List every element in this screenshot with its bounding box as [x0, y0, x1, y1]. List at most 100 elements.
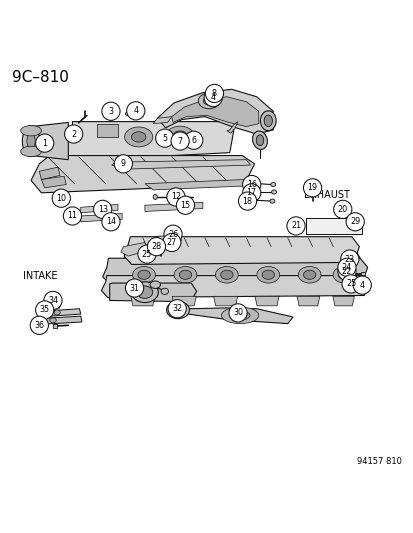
Circle shape: [337, 262, 355, 280]
Ellipse shape: [270, 182, 275, 187]
Text: 27: 27: [166, 238, 176, 247]
Text: 9C–810: 9C–810: [12, 70, 69, 85]
Circle shape: [204, 88, 222, 107]
Ellipse shape: [263, 115, 272, 126]
Ellipse shape: [172, 305, 183, 314]
Ellipse shape: [21, 146, 41, 157]
Polygon shape: [157, 90, 273, 134]
Text: 5: 5: [162, 134, 167, 143]
Text: 36: 36: [34, 321, 44, 330]
Polygon shape: [332, 296, 354, 306]
Ellipse shape: [303, 270, 315, 279]
Circle shape: [228, 304, 247, 322]
Circle shape: [102, 213, 120, 231]
Text: 8: 8: [211, 89, 216, 98]
Ellipse shape: [271, 190, 276, 194]
Ellipse shape: [131, 282, 158, 303]
Polygon shape: [157, 235, 181, 242]
Text: 17: 17: [246, 188, 256, 197]
Ellipse shape: [269, 199, 274, 203]
Text: 31: 31: [129, 284, 139, 293]
Ellipse shape: [137, 286, 152, 298]
Circle shape: [242, 184, 260, 202]
Text: 7: 7: [177, 136, 182, 146]
Polygon shape: [31, 123, 68, 160]
Polygon shape: [112, 160, 250, 169]
Text: 12: 12: [171, 192, 180, 201]
Circle shape: [341, 275, 359, 293]
Ellipse shape: [220, 270, 233, 279]
Text: 25: 25: [142, 249, 152, 259]
Circle shape: [102, 102, 120, 120]
Polygon shape: [213, 296, 237, 306]
Ellipse shape: [297, 266, 320, 283]
Text: 4: 4: [210, 93, 215, 102]
Text: 4: 4: [133, 107, 138, 115]
Text: 18: 18: [242, 197, 252, 206]
Text: 23: 23: [344, 255, 354, 263]
Ellipse shape: [230, 311, 249, 320]
Text: 1: 1: [42, 139, 47, 148]
Ellipse shape: [128, 111, 134, 116]
Ellipse shape: [256, 266, 279, 283]
Ellipse shape: [252, 131, 267, 149]
Polygon shape: [122, 250, 359, 273]
Polygon shape: [308, 191, 316, 193]
Polygon shape: [306, 217, 361, 234]
Circle shape: [63, 207, 81, 225]
Circle shape: [30, 316, 48, 334]
Polygon shape: [81, 214, 122, 222]
Circle shape: [340, 250, 358, 268]
Polygon shape: [172, 296, 196, 306]
Ellipse shape: [332, 266, 355, 283]
Circle shape: [155, 129, 173, 147]
Text: 94157 810: 94157 810: [356, 457, 401, 466]
Text: 26: 26: [168, 230, 178, 239]
Polygon shape: [171, 97, 258, 126]
Text: EXHAUST: EXHAUST: [304, 190, 349, 200]
Polygon shape: [152, 241, 178, 247]
Text: 21: 21: [290, 221, 300, 230]
Ellipse shape: [106, 115, 112, 119]
Ellipse shape: [337, 270, 350, 279]
Polygon shape: [41, 176, 66, 188]
Polygon shape: [60, 122, 233, 161]
Circle shape: [147, 238, 165, 256]
Text: 20: 20: [337, 205, 347, 214]
Polygon shape: [297, 296, 319, 306]
Circle shape: [114, 155, 132, 173]
Polygon shape: [254, 296, 278, 306]
Polygon shape: [39, 167, 60, 180]
Text: 19: 19: [307, 183, 317, 192]
Circle shape: [64, 125, 83, 143]
Polygon shape: [81, 204, 118, 213]
Text: 34: 34: [48, 296, 58, 305]
Text: 11: 11: [67, 212, 77, 221]
Circle shape: [126, 102, 145, 120]
Circle shape: [345, 213, 363, 231]
Circle shape: [238, 192, 256, 210]
Text: 4: 4: [359, 281, 364, 289]
Text: 9: 9: [121, 159, 126, 168]
Text: 3: 3: [108, 107, 113, 116]
Circle shape: [184, 131, 202, 149]
Circle shape: [166, 188, 185, 206]
Polygon shape: [45, 316, 82, 324]
Ellipse shape: [359, 286, 364, 290]
Text: 35: 35: [40, 305, 50, 314]
Ellipse shape: [21, 126, 41, 136]
Polygon shape: [145, 180, 250, 190]
Ellipse shape: [203, 97, 214, 105]
Text: 29: 29: [349, 217, 359, 227]
Circle shape: [333, 200, 351, 219]
Ellipse shape: [124, 127, 152, 147]
Circle shape: [36, 134, 54, 152]
Circle shape: [286, 217, 304, 235]
Ellipse shape: [54, 310, 60, 315]
Polygon shape: [101, 276, 368, 297]
Polygon shape: [131, 296, 154, 306]
Circle shape: [138, 245, 156, 263]
Ellipse shape: [173, 131, 187, 141]
Text: 13: 13: [97, 205, 107, 214]
Circle shape: [352, 276, 370, 294]
